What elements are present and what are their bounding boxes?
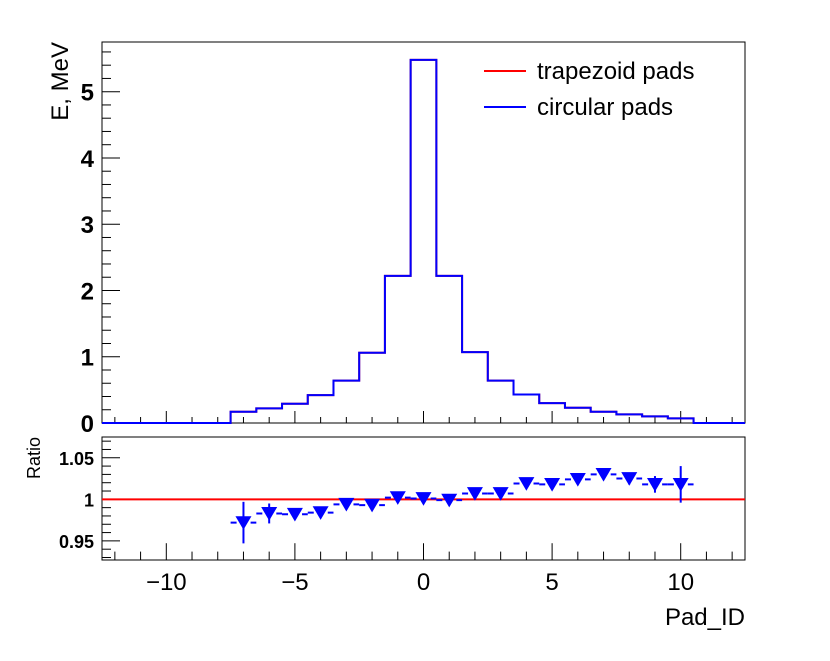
energy-panel: 0 1 2 3 4 5 E, MeV trapezoid pads circular pa…	[47, 41, 746, 438]
energy-y-tick-label: 2	[81, 278, 94, 305]
energy-y-tick-label: 1	[81, 345, 94, 372]
ratio-x-tick-label: 5	[545, 569, 558, 596]
circular-histogram	[102, 58, 745, 424]
energy-y-tick-label: 5	[81, 80, 94, 107]
ratio-point	[364, 498, 381, 513]
ratio-y-tick-label: 1.05	[59, 449, 94, 469]
ratio-point	[492, 487, 509, 501]
ratio-x-tick-label: −10	[146, 569, 187, 596]
ratio-points	[230, 466, 694, 544]
energy-x-ticks	[114, 411, 733, 423]
ratio-y-tick-label: 0.95	[59, 532, 94, 552]
ratio-x-tick-label: 0	[417, 569, 430, 596]
ratio-point	[672, 477, 689, 492]
legend: trapezoid pads circular pads	[484, 58, 694, 121]
ratio-point	[415, 492, 432, 506]
ratio-point	[466, 487, 483, 501]
ratio-point	[621, 472, 638, 486]
ratio-point	[235, 516, 252, 530]
ratio-x-tick-label: −5	[281, 569, 308, 596]
ratio-point	[261, 507, 278, 521]
energy-y-ticks: 0 1 2 3 4 5	[81, 51, 120, 438]
x-axis-label: Pad_ID	[665, 604, 745, 631]
energy-y-tick-label: 0	[81, 411, 94, 438]
ratio-point	[646, 477, 663, 492]
ratio-point	[286, 507, 303, 522]
ratio-point	[544, 477, 561, 492]
energy-y-tick-label: 4	[81, 146, 95, 173]
ratio-point	[389, 491, 406, 505]
ratio-panel: 0.95 1 1.05 −10 −5 0 5 10 Ratio Pad_ID	[24, 436, 746, 631]
ratio-point	[518, 477, 535, 491]
ratio-point	[312, 506, 329, 520]
ratio-x-ticks: −10 −5 0 5 10	[114, 543, 733, 596]
ratio-y-tick-label: 1	[84, 490, 94, 510]
ratio-point	[338, 497, 355, 512]
energy-y-tick-label: 3	[81, 212, 94, 239]
ratio-point	[441, 493, 458, 508]
ratio-y-label: Ratio	[24, 437, 44, 479]
legend-label-trapezoid: trapezoid pads	[537, 58, 694, 85]
ratio-point	[595, 467, 612, 482]
ratio-x-tick-label: 10	[667, 569, 694, 596]
ratio-y-ticks: 0.95 1 1.05	[59, 440, 120, 559]
ratio-point	[569, 472, 586, 487]
legend-label-circular: circular pads	[537, 94, 673, 121]
energy-y-label: E, MeV	[47, 42, 74, 121]
